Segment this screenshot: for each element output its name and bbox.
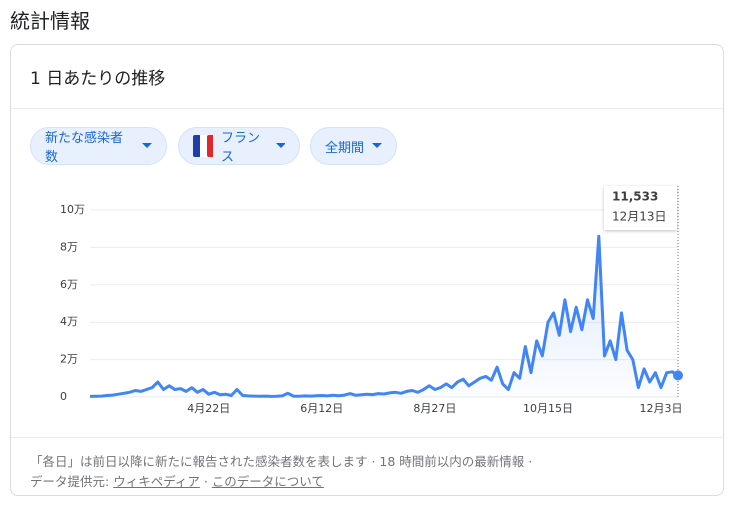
about-link[interactable]: このデータについて xyxy=(211,474,324,489)
y-tick-label: 2万 xyxy=(60,353,78,366)
source-link[interactable]: ウィキペディア xyxy=(113,474,200,489)
hover-dot xyxy=(673,370,683,381)
area xyxy=(90,236,678,397)
dropdown-arrow xyxy=(275,143,286,148)
y-tick-label: 0 xyxy=(60,390,67,403)
chip-label: 新たな感染者数 xyxy=(45,131,124,165)
x-tick-label: 4月22日 xyxy=(187,402,230,415)
footnote: 「各日」は前日以降に新たに報告された感染者数を表します · 18 時間前以内の最… xyxy=(30,454,533,469)
card-title: 1 日あたりの推移 xyxy=(30,69,166,89)
y-tick-label: 4万 xyxy=(60,315,78,328)
tooltip-value: 11,533 xyxy=(612,190,658,204)
y-tick-label: 8万 xyxy=(60,240,78,253)
line xyxy=(89,234,679,398)
chip-label: 全期間 xyxy=(325,140,365,156)
chip-label: フランス xyxy=(220,131,260,165)
metric-chip[interactable]: 新たな感染者数 xyxy=(30,127,167,165)
section-title: 統計情報 xyxy=(10,9,90,33)
flag xyxy=(193,135,213,157)
period-chip[interactable]: 全期間 xyxy=(310,127,397,165)
x-tick-label: 6月12日 xyxy=(300,402,343,415)
separator: · xyxy=(203,474,208,489)
country-chip[interactable]: フランス xyxy=(178,127,300,165)
x-tick-label: 12月3日 xyxy=(640,402,683,415)
card xyxy=(10,44,724,496)
divider xyxy=(11,108,723,109)
tooltip xyxy=(604,186,677,230)
dropdown-arrow xyxy=(142,143,152,148)
x-tick-label: 10月15日 xyxy=(523,402,573,415)
y-tick-label: 6万 xyxy=(60,278,78,291)
source-line: データ提供元: ウィキペディア · このデータについて xyxy=(30,471,324,490)
source-label: データ提供元: xyxy=(30,474,110,489)
x-tick-label: 8月27日 xyxy=(413,402,456,415)
dropdown-arrow xyxy=(372,143,382,148)
y-tick-label: 10万 xyxy=(60,203,85,216)
tooltip-date: 12月13日 xyxy=(612,210,667,224)
divider xyxy=(11,437,723,438)
